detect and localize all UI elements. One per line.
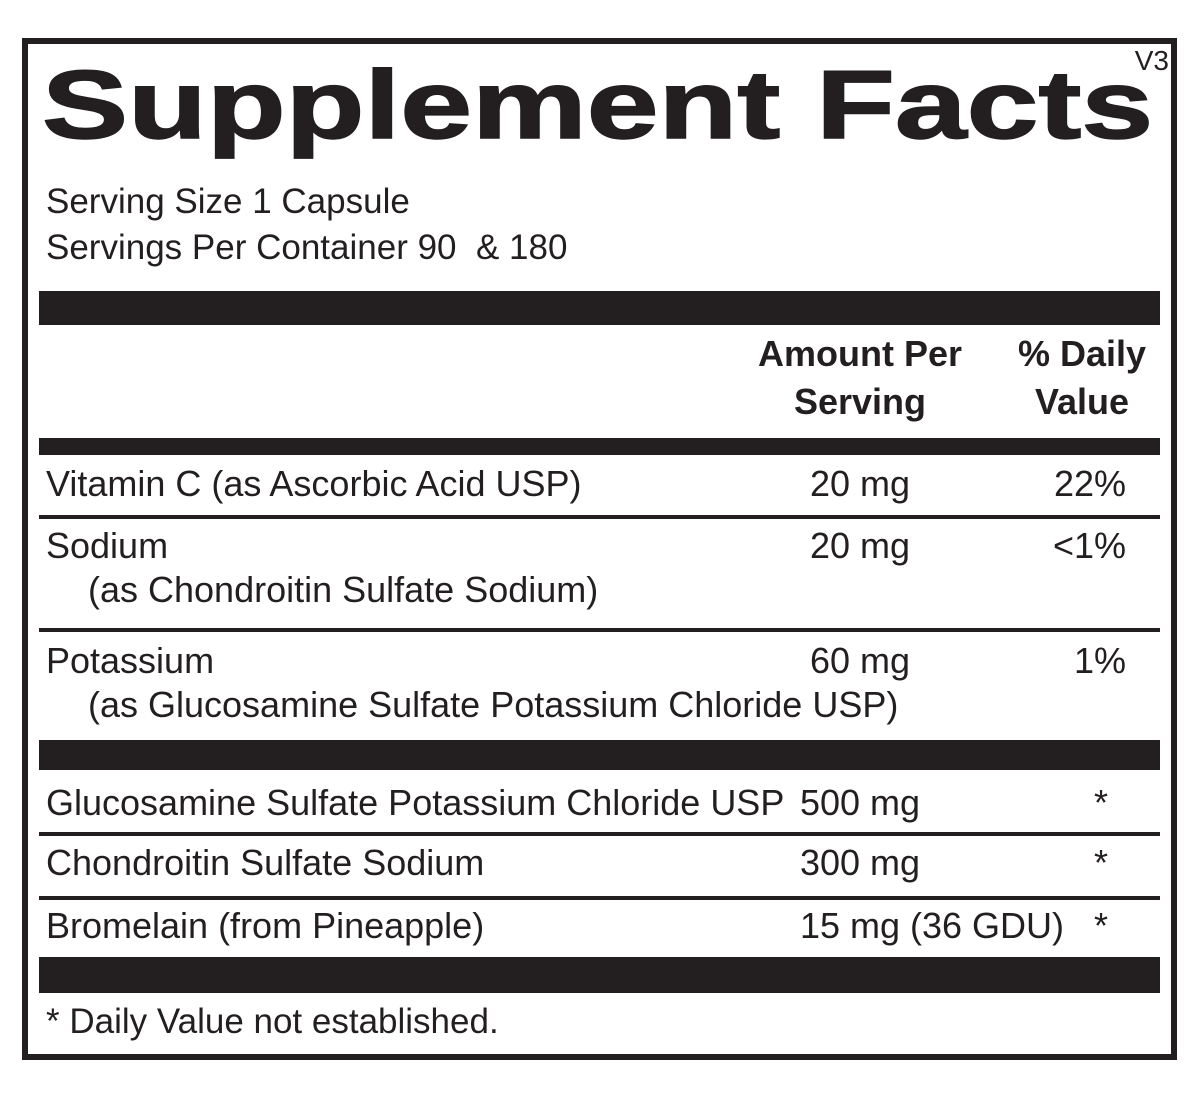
ingredient-name: Glucosamine Sulfate Potassium Chloride U… [46, 782, 785, 823]
column-header-daily-value: % Daily Value [1017, 333, 1147, 422]
ingredient-name: Chondroitin Sulfate Sodium [46, 842, 485, 883]
nutrient-subname: (as Chondroitin Sulfate Sodium) [88, 569, 599, 610]
serving-info: Serving Size 1 Capsule Servings Per Cont… [46, 182, 568, 267]
nutrient-name: Potassium [46, 640, 215, 681]
nutrient-daily-value: 1% [1073, 640, 1126, 681]
label-title: Supplement Facts [41, 50, 1154, 159]
daily-value-footnote: * Daily Value not established. [46, 1002, 499, 1041]
ingredient-daily-value: * [1093, 782, 1108, 823]
section-bar-bottom [39, 957, 1160, 993]
nutrient-subname: (as Glucosamine Sulfate Potassium Chlori… [88, 684, 899, 725]
nutrient-amount: 20 mg [809, 463, 911, 504]
ingredient-daily-value: * [1093, 842, 1108, 883]
version-tag: V3 [1134, 45, 1169, 76]
column-header-amount: Amount Per Serving [757, 333, 962, 422]
row-divider [39, 896, 1160, 900]
ingredient-amount: 15 mg (36 GDU) [799, 905, 1065, 946]
ingredient-name: Bromelain (from Pineapple) [46, 905, 485, 946]
ingredient-amount: 500 mg [799, 782, 921, 823]
nutrient-amount: 20 mg [809, 525, 911, 566]
section-bar-header [39, 438, 1160, 455]
nutrient-daily-value: 22% [1053, 463, 1126, 504]
row-divider [39, 628, 1160, 632]
nutrient-name: Vitamin C (as Ascorbic Acid USP) [46, 463, 582, 504]
nutrient-amount: 60 mg [809, 640, 911, 681]
ingredient-daily-value: * [1093, 905, 1108, 946]
supplement-facts-panel: V3 Supplement Facts Serving Size 1 Capsu… [22, 38, 1177, 1060]
row-divider [39, 832, 1160, 836]
section-bar-top [39, 291, 1160, 325]
ingredient-amount: 300 mg [799, 842, 921, 883]
row-divider [39, 515, 1160, 519]
section-bar-middle [39, 740, 1160, 770]
nutrient-daily-value: <1% [1052, 525, 1126, 566]
nutrient-name: Sodium [46, 525, 169, 566]
